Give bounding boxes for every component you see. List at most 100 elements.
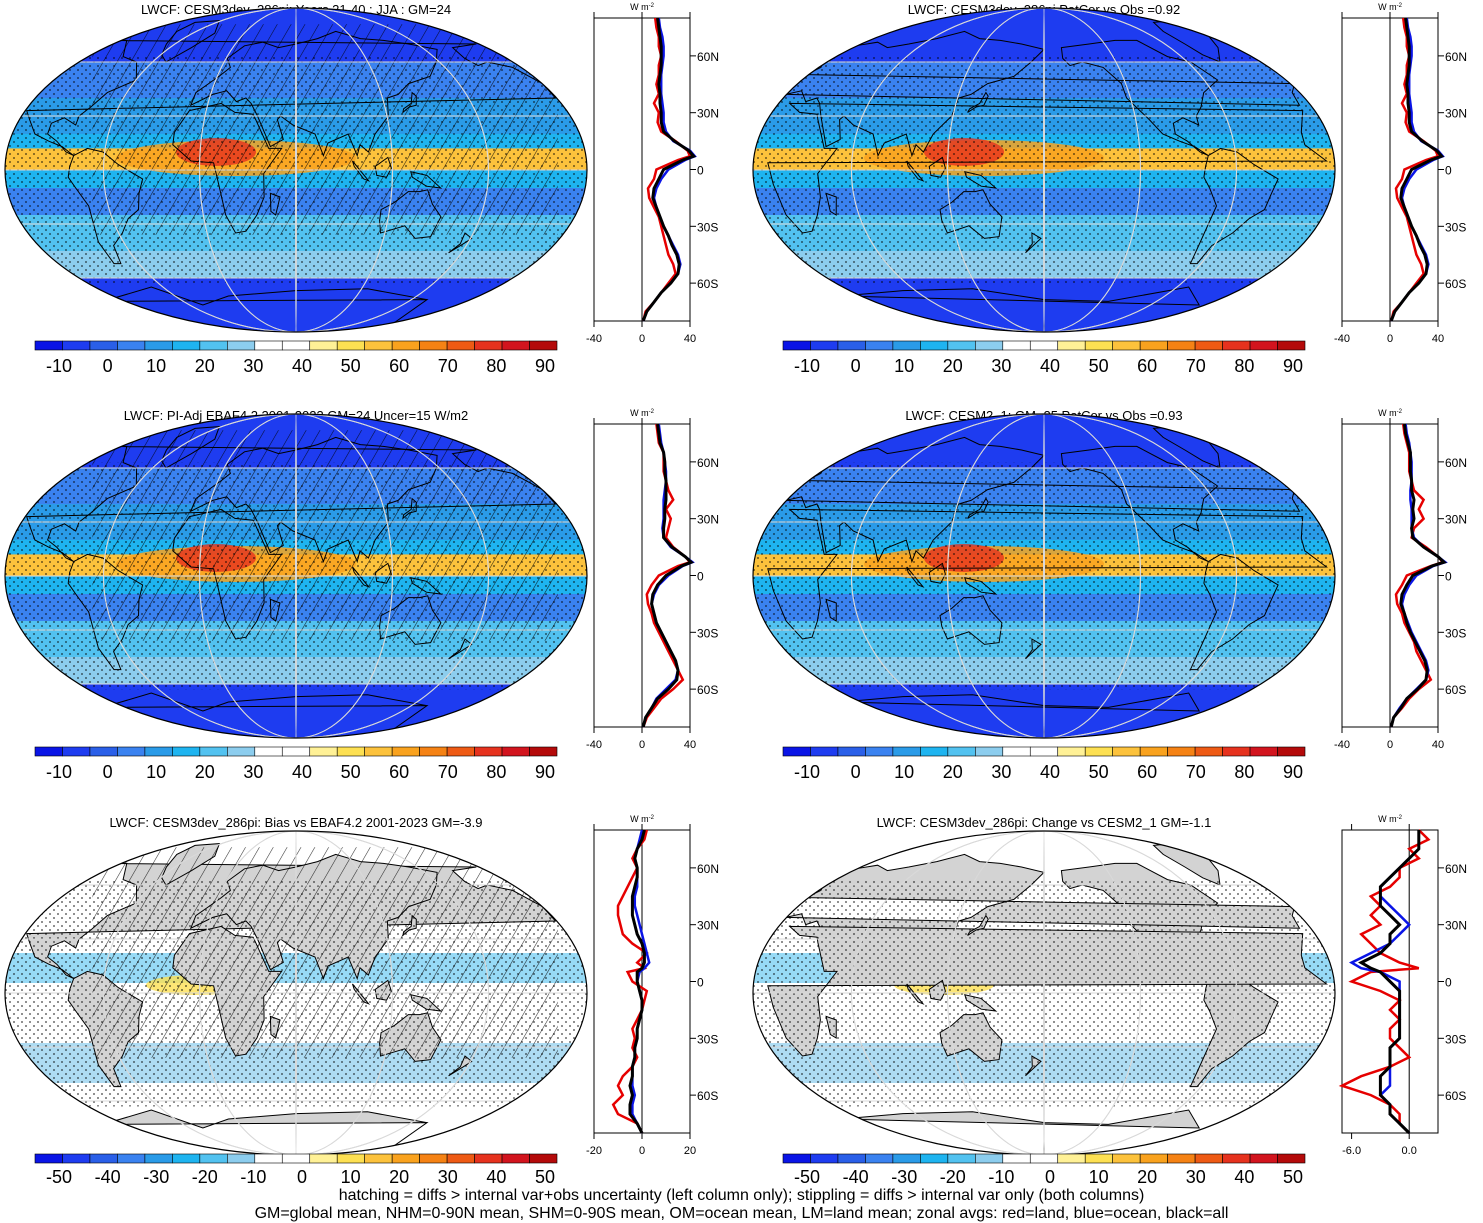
zonal-value-label: 0 bbox=[1387, 739, 1393, 751]
map bbox=[5, 831, 587, 1155]
zonal-lat-label: 60S bbox=[697, 683, 718, 697]
colorbar-swatch bbox=[1249, 340, 1278, 351]
zonal-mean-plot: 60N 30N 0 30S 60S -40 0 40 W m-2 bbox=[1334, 408, 1467, 751]
colorbar-label: 40 bbox=[486, 1167, 506, 1187]
zonal-curve-land bbox=[1389, 17, 1440, 322]
colorbar-swatch bbox=[1029, 1153, 1059, 1164]
colorbar-label: 60 bbox=[389, 356, 409, 376]
colorbar-swatch bbox=[1194, 746, 1223, 757]
zonal-lat-label: 60N bbox=[697, 456, 719, 470]
zonal-value-label: 0.0 bbox=[1402, 1145, 1417, 1157]
colorbar-label: 20 bbox=[1137, 1167, 1157, 1187]
graticule-lon bbox=[946, 831, 1142, 1155]
colorbar-swatch bbox=[336, 746, 365, 757]
colorbar-label: 30 bbox=[243, 762, 263, 782]
colorbar-swatch bbox=[1277, 1153, 1306, 1164]
colorbar-swatch bbox=[1002, 1153, 1031, 1164]
colorbar-label: 10 bbox=[341, 1167, 361, 1187]
zonal-value-label: -6.0 bbox=[1342, 1145, 1361, 1157]
colorbar-swatch bbox=[1249, 1153, 1278, 1164]
zonal-mean-plot: 60N 30N 0 30S 60S -6.0 0.0 W m-2 bbox=[1338, 814, 1467, 1157]
colorbar-swatch bbox=[810, 1153, 839, 1164]
colorbar-label: 80 bbox=[1234, 762, 1254, 782]
colorbar-label: 90 bbox=[1283, 762, 1303, 782]
zonal-lat-label: 60N bbox=[1445, 50, 1467, 64]
colorbar-swatch bbox=[920, 340, 949, 351]
colorbar-label: 40 bbox=[1040, 356, 1060, 376]
colorbar-swatch bbox=[947, 340, 976, 351]
colorbar-label: 50 bbox=[1089, 762, 1109, 782]
colorbar-swatch bbox=[254, 1153, 283, 1164]
colorbar-swatch bbox=[1084, 340, 1113, 351]
zonal-lat-label: 30S bbox=[697, 1032, 718, 1046]
colorbar-swatch bbox=[501, 746, 530, 757]
colorbar-label: 20 bbox=[943, 356, 963, 376]
colorbar-swatch bbox=[199, 340, 228, 351]
panel-p6: LWCF: CESM3dev_286pi: Change vs CESM2_1 … bbox=[752, 814, 1467, 1187]
zonal-unit: W m-2 bbox=[630, 814, 654, 824]
zonal-value-label: -40 bbox=[1334, 333, 1350, 345]
map-border bbox=[752, 413, 1336, 739]
colorbar-label: 90 bbox=[535, 762, 555, 782]
map-border bbox=[752, 7, 1336, 333]
colorbar-swatch bbox=[501, 1153, 530, 1164]
colorbar-swatch bbox=[62, 746, 91, 757]
panel-p3: LWCF: PI-Adj EBAF4.2 2001-2023 GM=24 Unc… bbox=[4, 408, 719, 782]
colorbar-swatch bbox=[1112, 340, 1141, 351]
zonal-value-label: 0 bbox=[639, 739, 645, 751]
zonal-lat-label: 0 bbox=[697, 976, 704, 990]
colorbar-swatch bbox=[975, 1153, 1004, 1164]
colorbar-swatch bbox=[529, 340, 558, 351]
graticule-lon bbox=[850, 414, 1238, 738]
colorbar-swatch bbox=[1057, 746, 1086, 757]
colorbar-swatch bbox=[865, 746, 894, 757]
zonal-curve-all bbox=[628, 829, 646, 1134]
zonal-unit: W m-2 bbox=[1378, 814, 1402, 824]
colorbar-swatch bbox=[446, 1153, 475, 1164]
zonal-value-label: 40 bbox=[684, 333, 696, 345]
colorbar-swatch bbox=[419, 746, 448, 757]
colorbar-label: 30 bbox=[991, 762, 1011, 782]
colorbar-label: -10 bbox=[46, 356, 72, 376]
colorbar-swatch bbox=[336, 340, 365, 351]
colorbar-swatch bbox=[1139, 340, 1168, 351]
colorbar-swatch bbox=[199, 746, 228, 757]
graticule-lon bbox=[295, 414, 297, 738]
colorbar-swatch bbox=[117, 1153, 146, 1164]
graticule-lon bbox=[850, 8, 1238, 332]
zonal-lat-label: 30N bbox=[1445, 107, 1467, 121]
zonal-lat-label: 60S bbox=[1445, 277, 1466, 291]
continent-antarctica bbox=[102, 286, 429, 332]
colorbar-label: 0 bbox=[103, 762, 113, 782]
graticule-lon bbox=[1043, 414, 1045, 738]
colorbar-label: 0 bbox=[297, 1167, 307, 1187]
colorbar: -50 -40 -30 -20 -10 0 10 20 30 40 50 bbox=[782, 1153, 1306, 1187]
colorbar-swatch bbox=[309, 340, 338, 351]
zonal-lat-label: 0 bbox=[1445, 976, 1452, 990]
colorbar-label: -40 bbox=[95, 1167, 121, 1187]
colorbar-swatch bbox=[309, 1153, 338, 1164]
colorbar-label: 70 bbox=[1186, 356, 1206, 376]
zonal-lat-label: 30N bbox=[697, 919, 719, 933]
panel-title: LWCF: CESM3dev_286pi: Bias vs EBAF4.2 20… bbox=[110, 815, 483, 830]
zonal-curve-all bbox=[641, 423, 694, 728]
colorbar-label: 0 bbox=[851, 356, 861, 376]
colorbar-label: 40 bbox=[292, 762, 312, 782]
colorbar-label: 80 bbox=[1234, 356, 1254, 376]
zonal-lat-label: 0 bbox=[1445, 570, 1452, 584]
colorbar-swatch bbox=[364, 746, 393, 757]
colorbar-label: 70 bbox=[438, 356, 458, 376]
zonal-lat-label: 0 bbox=[697, 570, 704, 584]
panel-title: LWCF: CESM3dev_286pi: Change vs CESM2_1 … bbox=[877, 815, 1212, 830]
zonal-lat-label: 30N bbox=[1445, 513, 1467, 527]
colorbar-swatch bbox=[117, 340, 146, 351]
colorbar-label: 60 bbox=[389, 762, 409, 782]
colorbar-label: 60 bbox=[1137, 356, 1157, 376]
zonal-curve-all bbox=[641, 17, 697, 322]
zonal-lat-label: 30S bbox=[1445, 220, 1466, 234]
colorbar-swatch bbox=[144, 340, 173, 351]
zonal-unit: W m-2 bbox=[1378, 2, 1402, 12]
zonal-mean-plot: 60N 30N 0 30S 60S -20 0 20 W m-2 bbox=[586, 814, 719, 1157]
colorbar-label: 0 bbox=[1045, 1167, 1055, 1187]
colorbar-swatch bbox=[254, 340, 283, 351]
